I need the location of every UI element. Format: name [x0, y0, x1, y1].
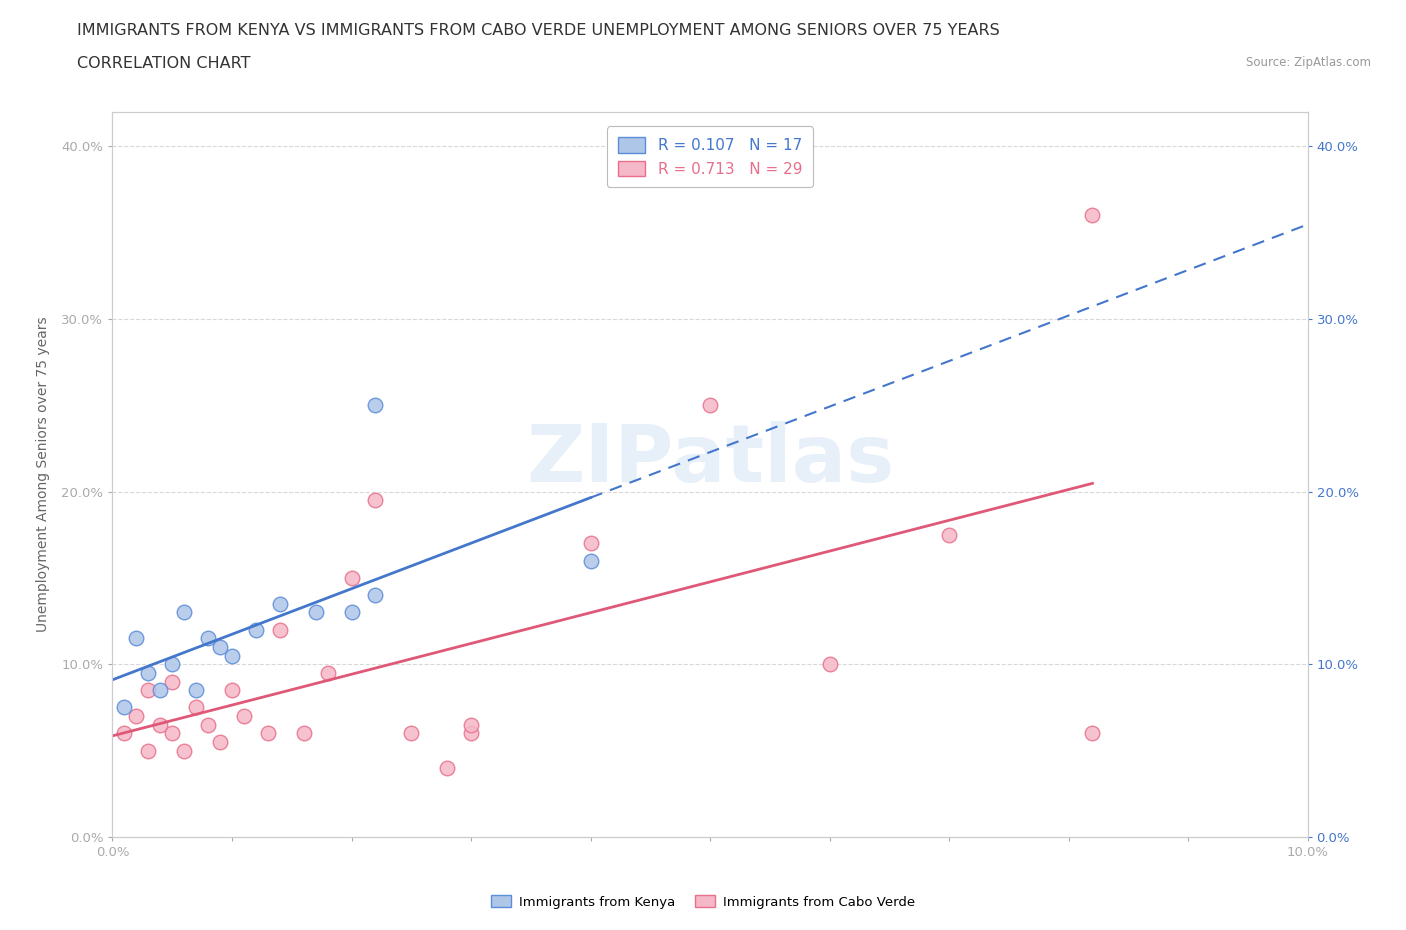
- Point: [173, 743, 195, 758]
- Point: [186, 700, 208, 715]
- Point: [149, 683, 172, 698]
- Text: ZIPatlas: ZIPatlas: [526, 420, 894, 498]
- Text: IMMIGRANTS FROM KENYA VS IMMIGRANTS FROM CABO VERDE UNEMPLOYMENT AMONG SENIORS O: IMMIGRANTS FROM KENYA VS IMMIGRANTS FROM…: [77, 23, 1000, 38]
- Point: [292, 726, 315, 741]
- Point: [340, 570, 363, 585]
- Point: [114, 700, 135, 715]
- Text: CORRELATION CHART: CORRELATION CHART: [77, 56, 250, 71]
- Point: [125, 709, 148, 724]
- Point: [197, 631, 219, 645]
- Point: [221, 683, 243, 698]
- Point: [401, 726, 423, 741]
- Point: [1081, 207, 1104, 222]
- Point: [173, 605, 195, 620]
- Point: [699, 398, 721, 413]
- Point: [138, 666, 160, 681]
- Point: [938, 527, 960, 542]
- Point: [138, 683, 160, 698]
- Point: [209, 640, 232, 655]
- Point: [364, 398, 387, 413]
- Point: [209, 735, 232, 750]
- Point: [162, 674, 183, 689]
- Point: [364, 493, 387, 508]
- Point: [233, 709, 256, 724]
- Point: [305, 605, 328, 620]
- Legend: R = 0.107   N = 17, R = 0.713   N = 29: R = 0.107 N = 17, R = 0.713 N = 29: [607, 126, 813, 188]
- Point: [436, 761, 458, 776]
- Point: [257, 726, 280, 741]
- Point: [114, 726, 135, 741]
- Point: [818, 657, 841, 671]
- Point: [125, 631, 148, 645]
- Point: [138, 743, 160, 758]
- Point: [269, 622, 291, 637]
- Text: Source: ZipAtlas.com: Source: ZipAtlas.com: [1246, 56, 1371, 69]
- Point: [197, 717, 219, 732]
- Point: [460, 726, 482, 741]
- Point: [1081, 726, 1104, 741]
- Point: [221, 648, 243, 663]
- Point: [186, 683, 208, 698]
- Point: [579, 536, 602, 551]
- Point: [340, 605, 363, 620]
- Point: [460, 717, 482, 732]
- Point: [579, 553, 602, 568]
- Point: [162, 726, 183, 741]
- Legend: Immigrants from Kenya, Immigrants from Cabo Verde: Immigrants from Kenya, Immigrants from C…: [486, 890, 920, 914]
- Point: [364, 588, 387, 603]
- Point: [269, 596, 291, 611]
- Y-axis label: Unemployment Among Seniors over 75 years: Unemployment Among Seniors over 75 years: [37, 316, 51, 632]
- Point: [316, 666, 339, 681]
- Point: [245, 622, 267, 637]
- Point: [149, 717, 172, 732]
- Point: [162, 657, 183, 671]
